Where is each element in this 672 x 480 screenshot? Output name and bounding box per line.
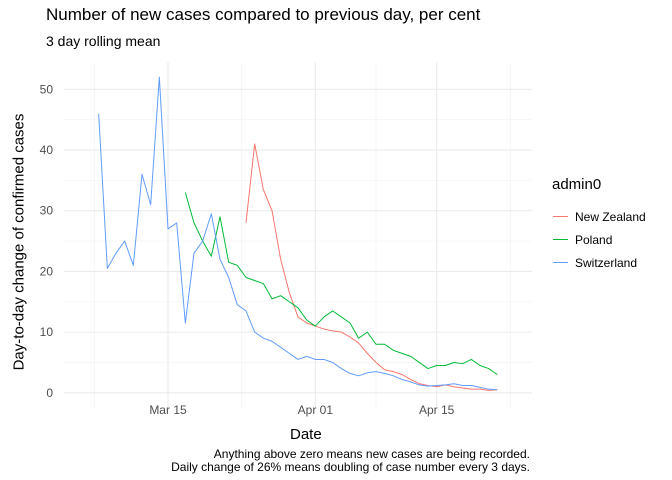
legend-label-new-zealand: New Zealand bbox=[575, 209, 646, 224]
series-line-poland bbox=[184, 192, 498, 376]
legend-label-switzerland: Switzerland bbox=[575, 255, 638, 270]
legend-label-poland: Poland bbox=[575, 232, 613, 247]
y-tick-label: 50 bbox=[40, 82, 54, 96]
x-tick-label: Apr 01 bbox=[298, 403, 334, 417]
series-line-switzerland bbox=[98, 76, 498, 391]
legend-item-new-zealand: New Zealand bbox=[552, 205, 646, 228]
legend: admin0 New Zealand Poland Switzerland bbox=[552, 176, 646, 274]
legend-item-switzerland: Switzerland bbox=[552, 251, 646, 274]
y-tick-label: 0 bbox=[46, 386, 53, 400]
y-tick-label: 40 bbox=[40, 143, 54, 157]
chart-subtitle: 3 day rolling mean bbox=[46, 33, 161, 49]
x-axis-label: Date bbox=[290, 426, 322, 443]
legend-key-switzerland bbox=[552, 254, 569, 271]
legend-title: admin0 bbox=[552, 176, 602, 193]
caption-line-2: Daily change of 26% means doubling of ca… bbox=[171, 460, 530, 474]
caption-line-1: Anything above zero means new cases are … bbox=[213, 447, 530, 461]
legend-key-poland bbox=[552, 231, 569, 248]
y-tick-label: 10 bbox=[40, 325, 54, 339]
y-tick-label: 20 bbox=[40, 264, 54, 278]
legend-key-new-zealand bbox=[552, 208, 569, 225]
chart-caption: Anything above zero means new cases are … bbox=[171, 448, 530, 474]
chart-title: Number of new cases compared to previous… bbox=[46, 5, 481, 24]
x-tick-label: Apr 15 bbox=[419, 403, 455, 417]
legend-item-poland: Poland bbox=[552, 228, 646, 251]
x-tick-label: Mar 15 bbox=[149, 403, 187, 417]
series-line-new-zealand bbox=[245, 143, 498, 391]
y-tick-label: 30 bbox=[40, 204, 54, 218]
